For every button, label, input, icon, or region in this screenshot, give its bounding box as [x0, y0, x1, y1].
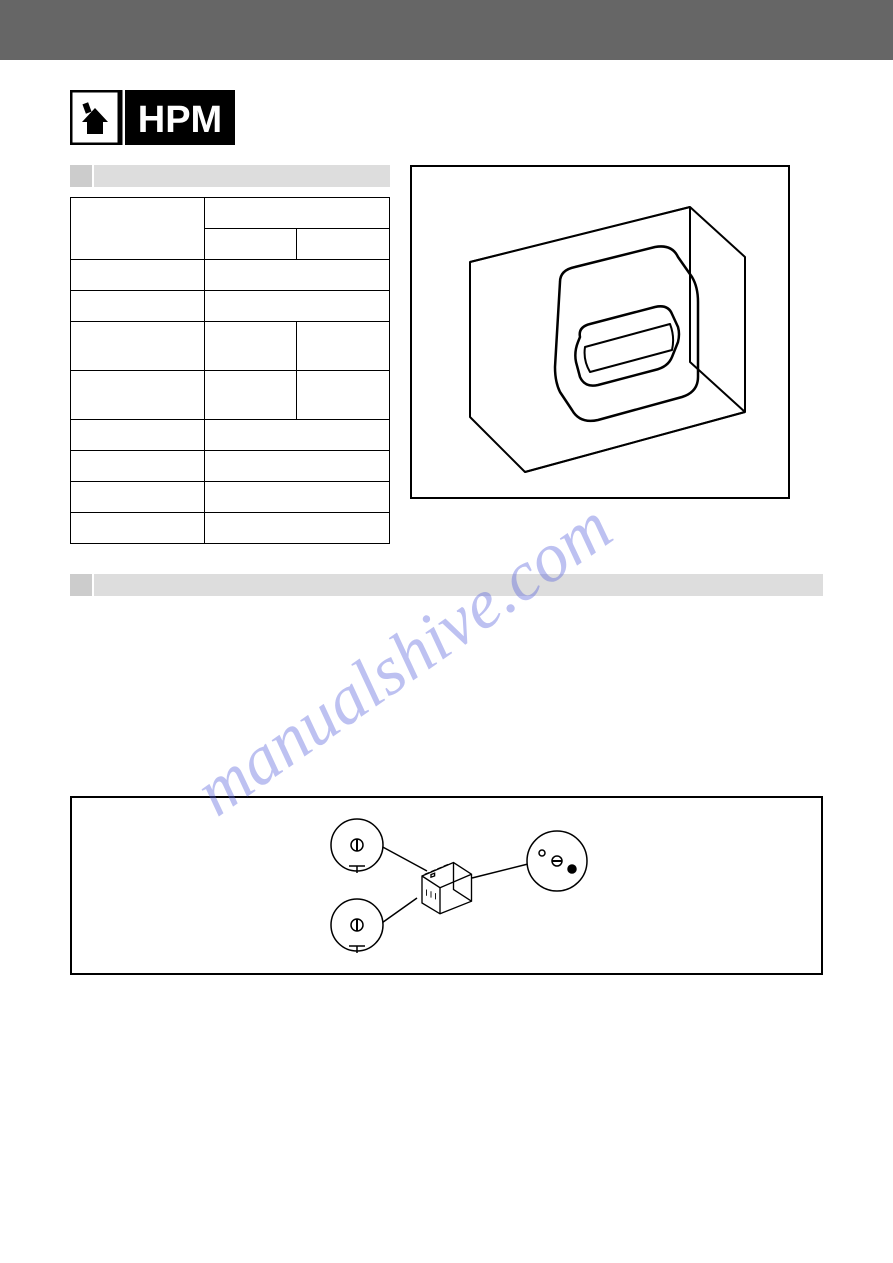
- left-column: [70, 165, 390, 544]
- table-row: [71, 513, 390, 544]
- section-2-header: [70, 574, 823, 596]
- spec-table: [70, 197, 390, 544]
- hpm-logo: HPM: [70, 90, 235, 145]
- diagram-box: [70, 796, 823, 975]
- section-2-number-box: [70, 574, 92, 596]
- table-row: [71, 260, 390, 291]
- section-1-header: [70, 165, 390, 187]
- product-drawing: [430, 182, 770, 482]
- section-1-title-box: [94, 165, 390, 187]
- table-row: [71, 198, 390, 229]
- section-2-title-box: [94, 574, 823, 596]
- table-row: [71, 451, 390, 482]
- table-row: [71, 371, 390, 420]
- table-row: [71, 420, 390, 451]
- top-two-column: [70, 165, 823, 544]
- top-bar: [0, 0, 893, 60]
- page-content: HPM: [0, 60, 893, 1005]
- table-row: [71, 322, 390, 371]
- product-image-box: [410, 165, 790, 499]
- logo-text: HPM: [138, 99, 222, 141]
- logo-row: HPM: [70, 90, 823, 145]
- table-row: [71, 482, 390, 513]
- table-row: [71, 291, 390, 322]
- section-1-number-box: [70, 165, 92, 187]
- adjustment-diagram: [247, 803, 647, 968]
- right-column: [410, 165, 790, 544]
